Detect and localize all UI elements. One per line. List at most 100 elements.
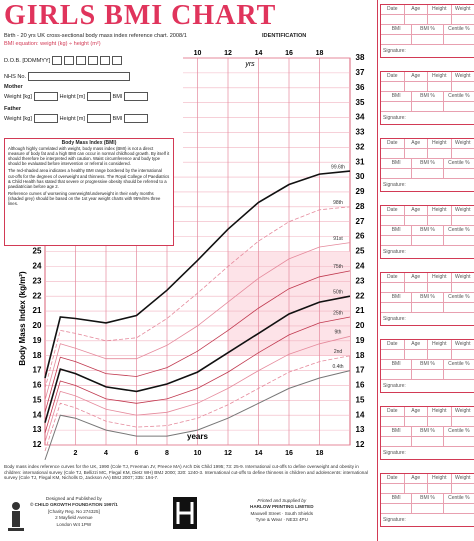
text: © CHILD GROWTH FOUNDATION 1997/1 [30,502,118,508]
y-tick-label: 13 [33,425,42,434]
label: Mother [4,84,23,90]
cell [412,437,444,446]
centile-line [44,170,351,379]
centile-line [44,335,351,443]
record-panel: Date Age Height Weight BMI BMI % Centile % Sign… [380,71,474,125]
x-tick-label: 2 [74,450,78,457]
y-tick-label: 20 [356,321,365,330]
cell: Centile % [448,160,470,166]
y-tick-label: 38 [356,53,365,62]
cell: Age [405,5,428,14]
cell [452,82,474,91]
y-tick-label: 21 [356,306,365,315]
record-panel: Date Age Height Weight BMI BMI % Centile % Sign… [380,4,474,58]
row [381,169,474,179]
cell [412,303,444,312]
y-tick-label: 12 [33,440,42,449]
cell: Date [381,273,405,282]
label: BMI [112,93,123,100]
cell: Height [428,139,452,148]
x-tick-label: 10 [194,50,202,57]
y-tick-label: 25 [356,247,365,256]
centile-line [44,295,351,423]
cell [405,216,428,225]
info-title: Body Mass Index (BMI) [61,140,117,146]
centile-label: 98th [333,200,343,206]
cell: Weight [455,207,471,213]
reference: Body mass index reference curves for the… [4,464,368,481]
cell [428,417,452,426]
cell: Height [428,273,452,282]
y-tick-label: 36 [356,83,365,92]
cell [405,283,428,292]
cell: Age [405,340,428,349]
cell [428,350,452,359]
x-tick-label: 16 [285,450,293,457]
cell: BMI % [412,92,444,101]
label: Height [m] [59,115,85,122]
cell [405,350,428,359]
x-axis-label: years [187,432,208,441]
label: NHS No. [4,73,27,80]
cell: Date [381,206,405,215]
y-tick-label: 19 [33,336,42,345]
y-tick-label: 17 [33,366,42,375]
text: HARLOW PRINTING LIMITED [250,504,314,510]
cell: Centile % [448,227,470,233]
cell: BMI [381,92,413,101]
row: Date Age Height Weight [381,72,474,82]
logo [173,497,197,529]
form-row: Weight [kg] Height [m] BMI [4,114,164,123]
row [381,15,474,25]
centile-label: 91st [333,236,343,242]
cell [452,216,474,225]
cell [405,82,428,91]
cell [428,283,452,292]
row: Date Age Height Weight [381,139,474,149]
text: London W4 1PW [56,521,92,527]
cell: BMI [381,427,413,436]
y-tick-label: 16 [33,381,42,390]
cell: Age [405,72,428,81]
x-tick-label: 12 [224,450,232,457]
y-tick-label: 19 [356,336,365,345]
cell: Date [381,474,405,483]
row: BMI BMI % Centile % [381,293,474,303]
row [381,370,474,380]
y-tick-label: 20 [33,321,42,330]
logo [8,502,24,531]
x-tick-label: 14 [255,450,263,457]
cell [428,149,452,158]
cell: Centile % [448,26,470,32]
cell: BMI [381,293,413,302]
cell: Age [405,273,428,282]
cell [405,15,428,24]
centile-label: 75th [333,264,343,270]
cell: BMI [381,226,413,235]
cell [452,417,474,426]
row: Signature: [383,383,406,389]
row [381,303,474,313]
row [381,350,474,360]
form-row: D.O.B. [DDMMYY] [4,56,123,65]
cell [381,437,413,446]
cell [381,417,405,426]
cell: Weight [455,408,471,414]
form-row: Weight [kg] Height [m] BMI [4,92,164,101]
y-tick-label: 24 [356,261,365,270]
y-tick-label: 25 [33,247,42,256]
cell [381,216,405,225]
x-tick-label: 18 [316,50,324,57]
equation: BMI equation: weight (kg) ÷ height (m²) [4,41,101,47]
x-tick-label: 18 [316,450,324,457]
y-tick-label: 31 [356,157,365,166]
y-tick-label: 26 [356,232,365,241]
row: BMI BMI % Centile % [381,494,474,504]
label: BMI [112,115,123,122]
cell: BMI [381,360,413,369]
x-tick-label: 14 [255,50,263,57]
row: BMI BMI % Centile % [381,226,474,236]
cell [381,283,405,292]
centile-label: 25th [333,310,343,316]
